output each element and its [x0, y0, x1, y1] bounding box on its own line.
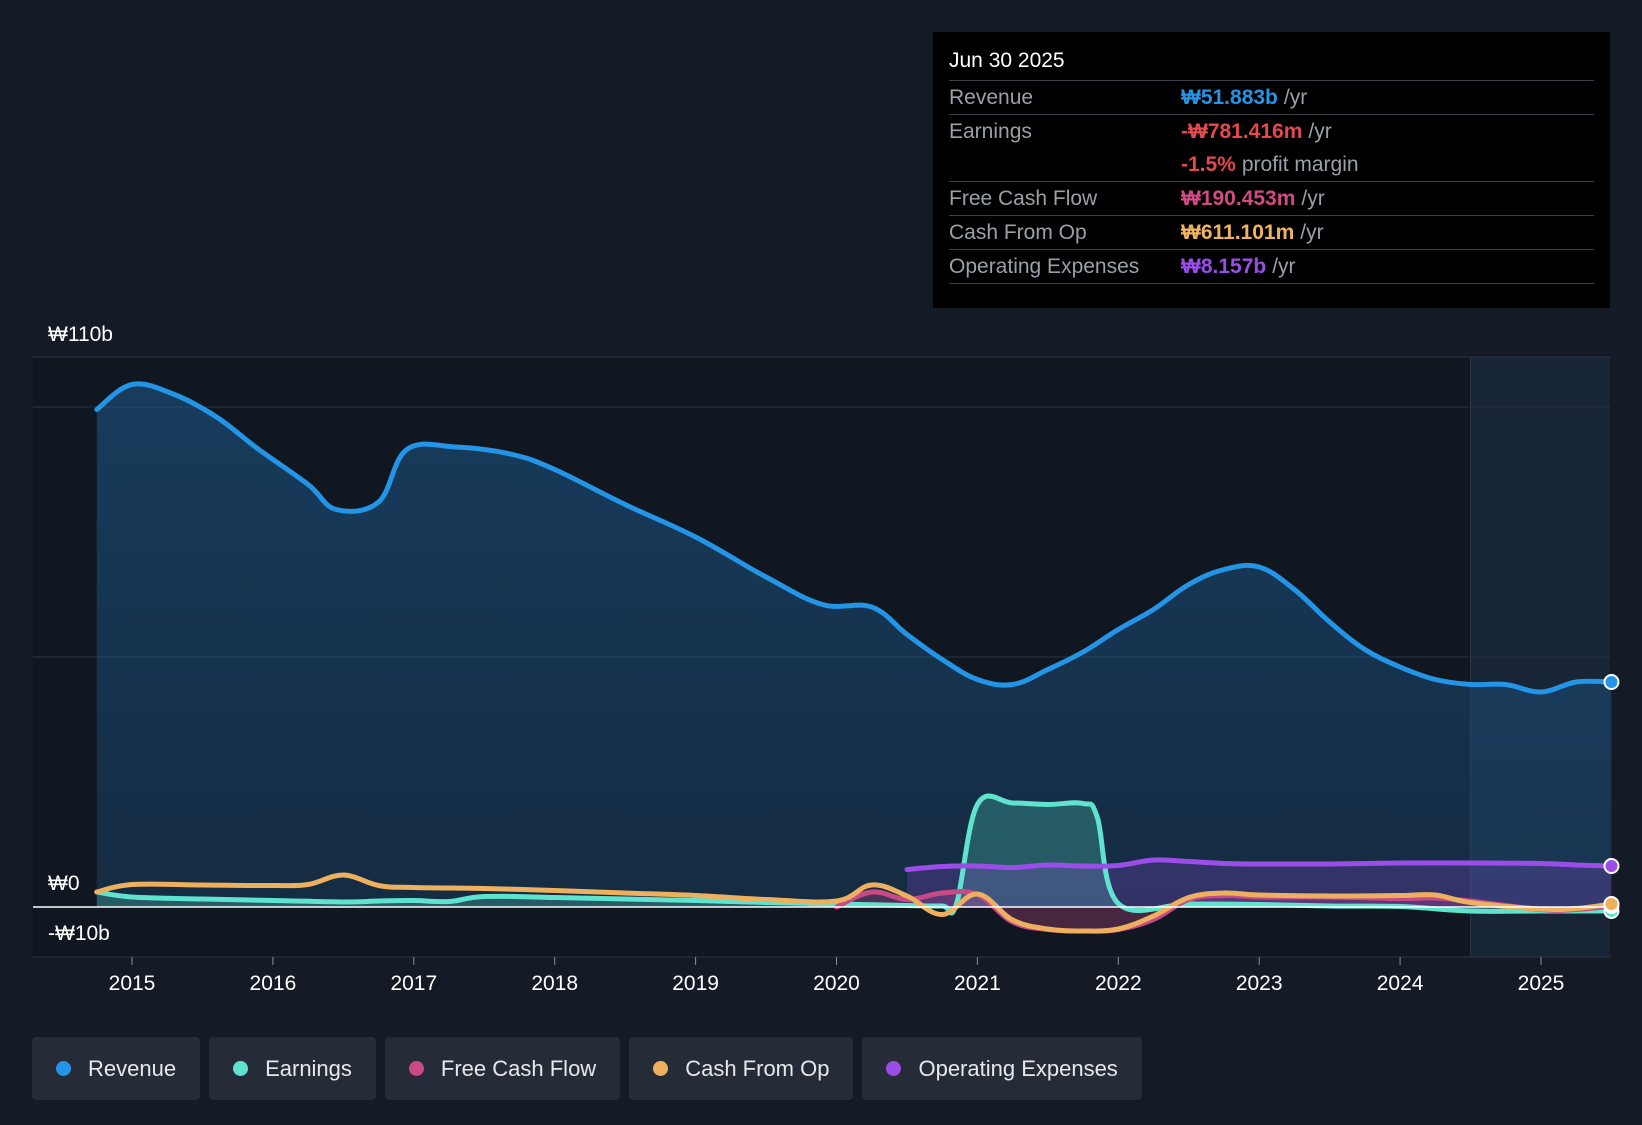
tooltip-row-value: -₩781.416m	[1181, 120, 1303, 143]
tooltip-row: Free Cash Flow ₩190.453m/yr	[949, 181, 1594, 215]
legend-item-free-cash-flow[interactable]: Free Cash Flow	[384, 1037, 621, 1100]
cash-from-op-line	[94, 872, 1614, 934]
legend-dot-icon	[653, 1061, 669, 1076]
x-tick-label: 2021	[954, 972, 1001, 995]
legend-label: Earnings	[265, 1055, 352, 1081]
tooltip-row-value: ₩190.453m	[1181, 187, 1296, 210]
revenue-line	[94, 381, 1614, 695]
tooltip-row-unit: /yr	[1301, 187, 1325, 210]
x-tick-label: 2025	[1518, 972, 1565, 995]
legend-item-earnings[interactable]: Earnings	[209, 1037, 376, 1100]
x-tick-label: 2015	[109, 972, 156, 995]
tooltip-row: Earnings -₩781.416m/yr	[949, 114, 1594, 148]
x-tick-label: 2019	[672, 972, 719, 995]
tooltip-row-value: ₩611.101m	[1181, 221, 1295, 244]
legend-item-operating-expenses[interactable]: Operating Expenses	[862, 1037, 1142, 1100]
tooltip-row-unit: /yr	[1300, 221, 1324, 244]
x-tick-label: 2016	[250, 972, 297, 995]
x-tick-label: 2022	[1095, 972, 1142, 995]
legend-label: Cash From Op	[685, 1055, 830, 1081]
tooltip-row: -1.5% profit margin	[949, 148, 1594, 181]
legend-item-cash-from-op[interactable]: Cash From Op	[629, 1037, 854, 1100]
legend-label: Operating Expenses	[918, 1055, 1118, 1081]
tooltip-row: Cash From Op ₩611.101m/yr	[949, 215, 1594, 249]
legend-item-revenue[interactable]: Revenue	[32, 1037, 201, 1100]
y-axis-label-zero: ₩0	[48, 872, 80, 895]
tooltip-row-value: -1.5%	[1181, 153, 1236, 176]
tooltip-date: Jun 30 2025	[949, 49, 1065, 72]
tooltip-row-unit: profit margin	[1241, 153, 1359, 176]
earnings-line	[94, 793, 1614, 916]
tooltip-row-value: ₩8.157b	[1181, 255, 1267, 278]
legend-label: Free Cash Flow	[440, 1055, 597, 1081]
tooltip-row: Operating Expenses ₩8.157b/yr	[949, 249, 1594, 283]
tooltip-panel: Jun 30 2025 Revenue ₩51.883b/yr Earnings -₩…	[933, 32, 1610, 308]
tooltip-rows: Revenue ₩51.883b/yr Earnings -₩781.416m/yr -…	[949, 80, 1594, 283]
legend-label: Revenue	[88, 1055, 177, 1081]
tooltip-row-unit: /yr	[1272, 255, 1296, 278]
tooltip-row-unit: /yr	[1308, 120, 1332, 143]
tooltip-row-label: Revenue	[949, 86, 1034, 109]
cash-from-op-end-marker	[1603, 896, 1620, 912]
legend-dot-icon	[886, 1061, 902, 1076]
legend-dot-icon	[233, 1061, 249, 1076]
tooltip-row-value: ₩51.883b	[1181, 86, 1278, 109]
y-axis-label-top: ₩110b	[48, 323, 113, 346]
x-tick-label: 2024	[1377, 972, 1424, 995]
tooltip-row: Revenue ₩51.883b/yr	[949, 80, 1594, 114]
tooltip-divider	[949, 283, 1594, 285]
legend: Revenue Earnings Free Cash Flow Cash From O…	[32, 1037, 1142, 1100]
legend-dot-icon	[408, 1061, 424, 1076]
revenue-area	[96, 383, 1612, 907]
legend-dot-icon	[56, 1061, 71, 1076]
x-tick-label: 2023	[1236, 972, 1283, 995]
x-tick-label: 2018	[531, 972, 578, 995]
tooltip-row-label: Free Cash Flow	[949, 187, 1098, 210]
y-axis-label-bottom: -₩10b	[48, 922, 110, 945]
operating-expenses-end-marker	[1603, 858, 1620, 874]
tooltip-row-label: Cash From Op	[949, 221, 1087, 244]
x-tick-label: 2017	[390, 972, 437, 995]
operating-expenses-line	[904, 857, 1614, 872]
tooltip-row-label: Operating Expenses	[949, 255, 1140, 278]
x-tick-label: 2020	[813, 972, 860, 995]
tooltip-row-unit: /yr	[1283, 86, 1308, 109]
revenue-end-marker	[1603, 674, 1620, 690]
tooltip-row-label: Earnings	[949, 120, 1032, 143]
tooltip-row-label	[949, 148, 1181, 181]
free-cash-flow-area	[836, 891, 1612, 932]
